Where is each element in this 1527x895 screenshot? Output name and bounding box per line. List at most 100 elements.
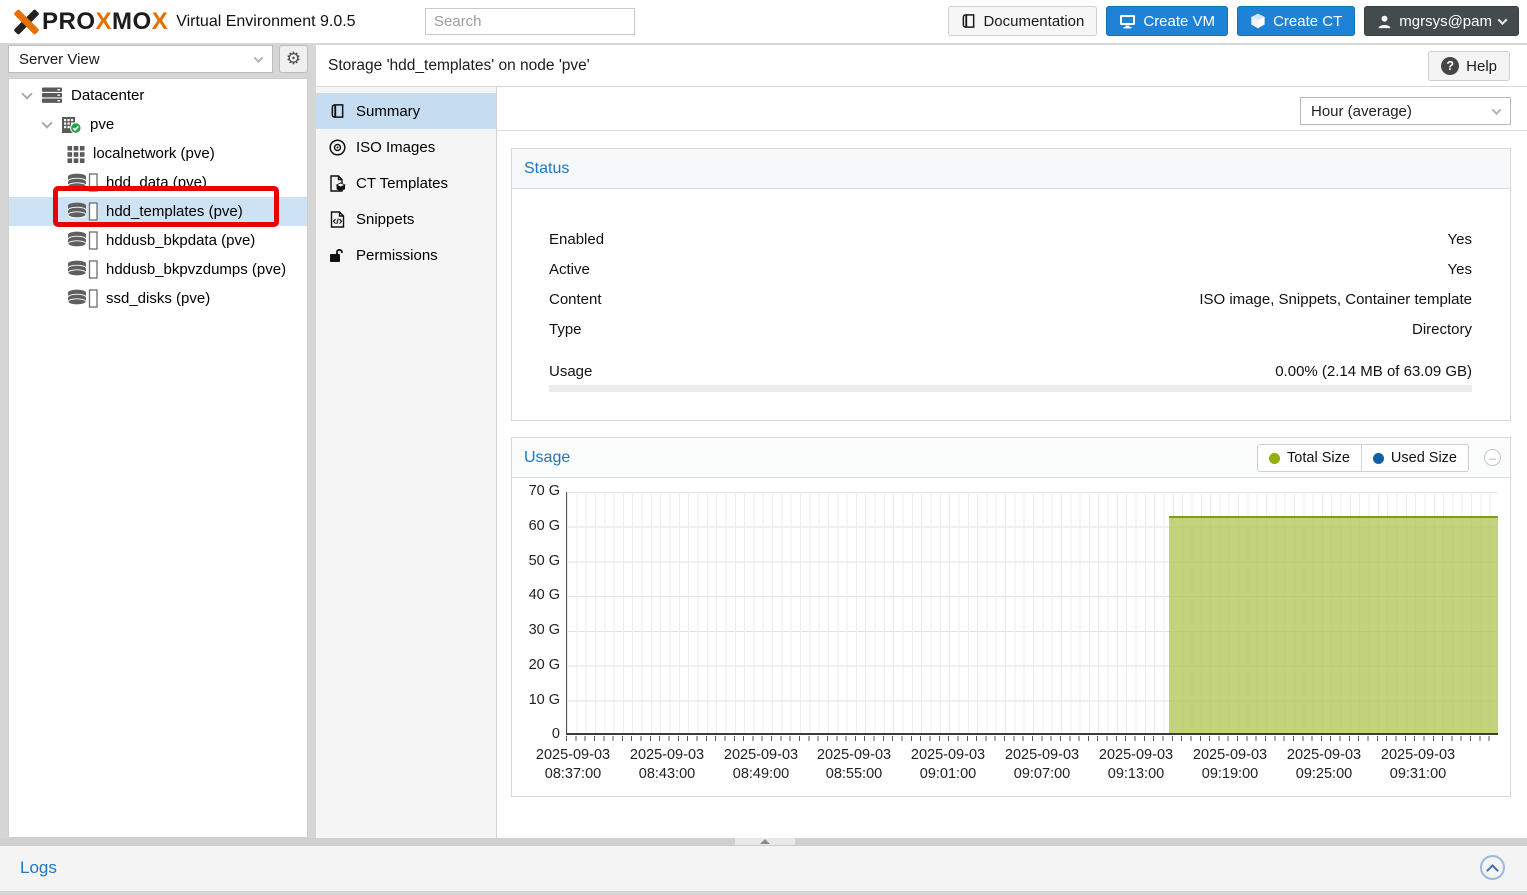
status-row-content: Content ISO image, Snippets, Container t… bbox=[549, 291, 1472, 313]
summary-content: Hour (average) Status Enabled Yes Active… bbox=[497, 87, 1527, 838]
usage-chart: 70 G 60 G 50 G 40 G 30 G 20 G 10 G 0 202… bbox=[512, 478, 1510, 796]
row-label: Active bbox=[549, 261, 590, 283]
page-title: Storage 'hdd_templates' on node 'pve' bbox=[328, 57, 590, 75]
row-label: Content bbox=[549, 291, 602, 313]
chevron-down-icon bbox=[1492, 105, 1502, 115]
resource-tree: Datacenter pve localnetwork (pve) hdd_da… bbox=[8, 78, 308, 838]
create-vm-button[interactable]: Create VM bbox=[1106, 6, 1228, 36]
tree-item-ssd-disks[interactable]: ssd_disks (pve) bbox=[9, 284, 307, 313]
network-icon bbox=[67, 145, 85, 163]
chart-plot-area bbox=[566, 492, 1498, 735]
timeframe-select[interactable]: Hour (average) bbox=[1300, 97, 1511, 125]
menu-item-iso-images[interactable]: ISO Images bbox=[316, 129, 496, 165]
legend-total-size[interactable]: Total Size bbox=[1258, 445, 1361, 471]
tree-item-label: pve bbox=[90, 116, 114, 133]
tree-item-label: hdd_templates (pve) bbox=[106, 203, 243, 220]
minus-circle-icon: – bbox=[1489, 451, 1496, 465]
total-size-dot-icon bbox=[1269, 453, 1280, 464]
status-panel-title: Status bbox=[524, 160, 569, 178]
row-value: 0.00% (2.14 MB of 63.09 GB) bbox=[1275, 363, 1472, 385]
y-tick-label: 10 G bbox=[512, 692, 560, 708]
chevron-up-icon bbox=[1486, 864, 1499, 877]
tree-item-hddusb-bkpdata[interactable]: hddusb_bkpdata (pve) bbox=[9, 226, 307, 255]
menu-item-label: CT Templates bbox=[356, 175, 448, 192]
brand-text: PROXMOX bbox=[42, 8, 168, 36]
y-tick-label: 0 bbox=[512, 726, 560, 742]
row-value: ISO image, Snippets, Container template bbox=[1199, 291, 1472, 313]
status-panel-header: Status bbox=[512, 149, 1510, 189]
template-file-icon bbox=[328, 175, 346, 192]
total-size-area-series bbox=[1169, 516, 1498, 733]
create-vm-label: Create VM bbox=[1143, 13, 1215, 30]
node-icon bbox=[61, 116, 82, 134]
disc-icon bbox=[328, 139, 346, 156]
status-row-enabled: Enabled Yes bbox=[549, 231, 1472, 253]
collapse-panel-button[interactable]: – bbox=[1484, 449, 1501, 466]
tree-item-hdd-data[interactable]: hdd_data (pve) bbox=[9, 168, 307, 197]
legend-used-size[interactable]: Used Size bbox=[1361, 445, 1468, 471]
menu-item-label: Summary bbox=[356, 103, 420, 120]
row-value: Directory bbox=[1412, 321, 1472, 343]
x-tick-label: 2025-09-0308:49:00 bbox=[713, 746, 809, 784]
view-selector[interactable]: Server View bbox=[8, 45, 273, 73]
documentation-button[interactable]: Documentation bbox=[948, 6, 1097, 36]
timeframe-value: Hour (average) bbox=[1311, 103, 1412, 120]
search-input[interactable] bbox=[425, 8, 635, 35]
legend-label: Total Size bbox=[1287, 450, 1350, 466]
proxmox-logo-mark-icon bbox=[10, 9, 40, 35]
row-label: Usage bbox=[549, 363, 592, 385]
menu-item-label: ISO Images bbox=[356, 139, 435, 156]
tree-item-label: hddusb_bkpvzdumps (pve) bbox=[106, 261, 286, 278]
expander-icon[interactable] bbox=[21, 88, 32, 99]
splitter-handle[interactable] bbox=[735, 838, 795, 845]
status-panel: Status Enabled Yes Active Yes Content IS… bbox=[511, 148, 1511, 421]
create-ct-button[interactable]: Create CT bbox=[1237, 6, 1355, 36]
tree-item-datacenter[interactable]: Datacenter bbox=[9, 81, 307, 110]
menu-item-label: Permissions bbox=[356, 247, 438, 264]
menu-item-snippets[interactable]: Snippets bbox=[316, 201, 496, 237]
settings-gear-button[interactable]: ⚙ bbox=[279, 45, 308, 73]
row-value: Yes bbox=[1448, 261, 1472, 283]
menu-item-ct-templates[interactable]: CT Templates bbox=[316, 165, 496, 201]
view-selector-label: Server View bbox=[19, 51, 100, 68]
menu-item-permissions[interactable]: Permissions bbox=[316, 237, 496, 273]
x-tick-label: 2025-09-0308:55:00 bbox=[806, 746, 902, 784]
datacenter-icon bbox=[41, 87, 63, 104]
summary-toolbar: Hour (average) bbox=[497, 87, 1527, 131]
logs-splitter[interactable] bbox=[0, 838, 1527, 845]
chart-legend: Total Size Used Size bbox=[1257, 444, 1469, 472]
tree-item-hddusb-bkpvzdumps[interactable]: hddusb_bkpvzdumps (pve) bbox=[9, 255, 307, 284]
help-label: Help bbox=[1466, 58, 1497, 75]
expand-logs-button[interactable] bbox=[1480, 855, 1505, 880]
menu-item-summary[interactable]: Summary bbox=[316, 93, 496, 129]
help-button[interactable]: ? Help bbox=[1428, 51, 1510, 81]
app-header: PROXMOX Virtual Environment 9.0.5 Docume… bbox=[0, 0, 1527, 43]
x-tick-label: 2025-09-0309:13:00 bbox=[1088, 746, 1184, 784]
brand-part: MO bbox=[112, 8, 152, 35]
usage-panel-title: Usage bbox=[524, 449, 570, 467]
x-axis-ticks bbox=[566, 736, 1498, 741]
code-file-icon bbox=[328, 211, 346, 228]
user-menu-button[interactable]: mgrsys@pam bbox=[1364, 6, 1519, 36]
chevron-down-icon bbox=[1498, 15, 1508, 25]
cube-icon bbox=[1250, 13, 1266, 29]
tree-item-hdd-templates[interactable]: hdd_templates (pve) bbox=[9, 197, 307, 226]
tree-item-pve[interactable]: pve bbox=[9, 110, 307, 139]
x-tick-label: 2025-09-0309:25:00 bbox=[1276, 746, 1372, 784]
menu-item-label: Snippets bbox=[356, 211, 414, 228]
tree-item-label: localnetwork (pve) bbox=[93, 145, 215, 162]
tree-item-localnetwork[interactable]: localnetwork (pve) bbox=[9, 139, 307, 168]
expander-icon[interactable] bbox=[41, 117, 52, 128]
y-tick-label: 70 G bbox=[512, 483, 560, 499]
status-row-usage: Usage 0.00% (2.14 MB of 63.09 GB) bbox=[549, 363, 1472, 385]
status-row-type: Type Directory bbox=[549, 321, 1472, 343]
question-circle-icon: ? bbox=[1441, 57, 1459, 75]
usage-progress-bar bbox=[549, 385, 1472, 392]
legend-label: Used Size bbox=[1391, 450, 1457, 466]
version-subtitle: Virtual Environment 9.0.5 bbox=[176, 13, 355, 31]
monitor-icon bbox=[1119, 13, 1136, 29]
storage-icon bbox=[67, 231, 98, 250]
y-tick-label: 50 G bbox=[512, 553, 560, 569]
used-size-dot-icon bbox=[1373, 453, 1384, 464]
caret-up-icon bbox=[760, 839, 770, 844]
